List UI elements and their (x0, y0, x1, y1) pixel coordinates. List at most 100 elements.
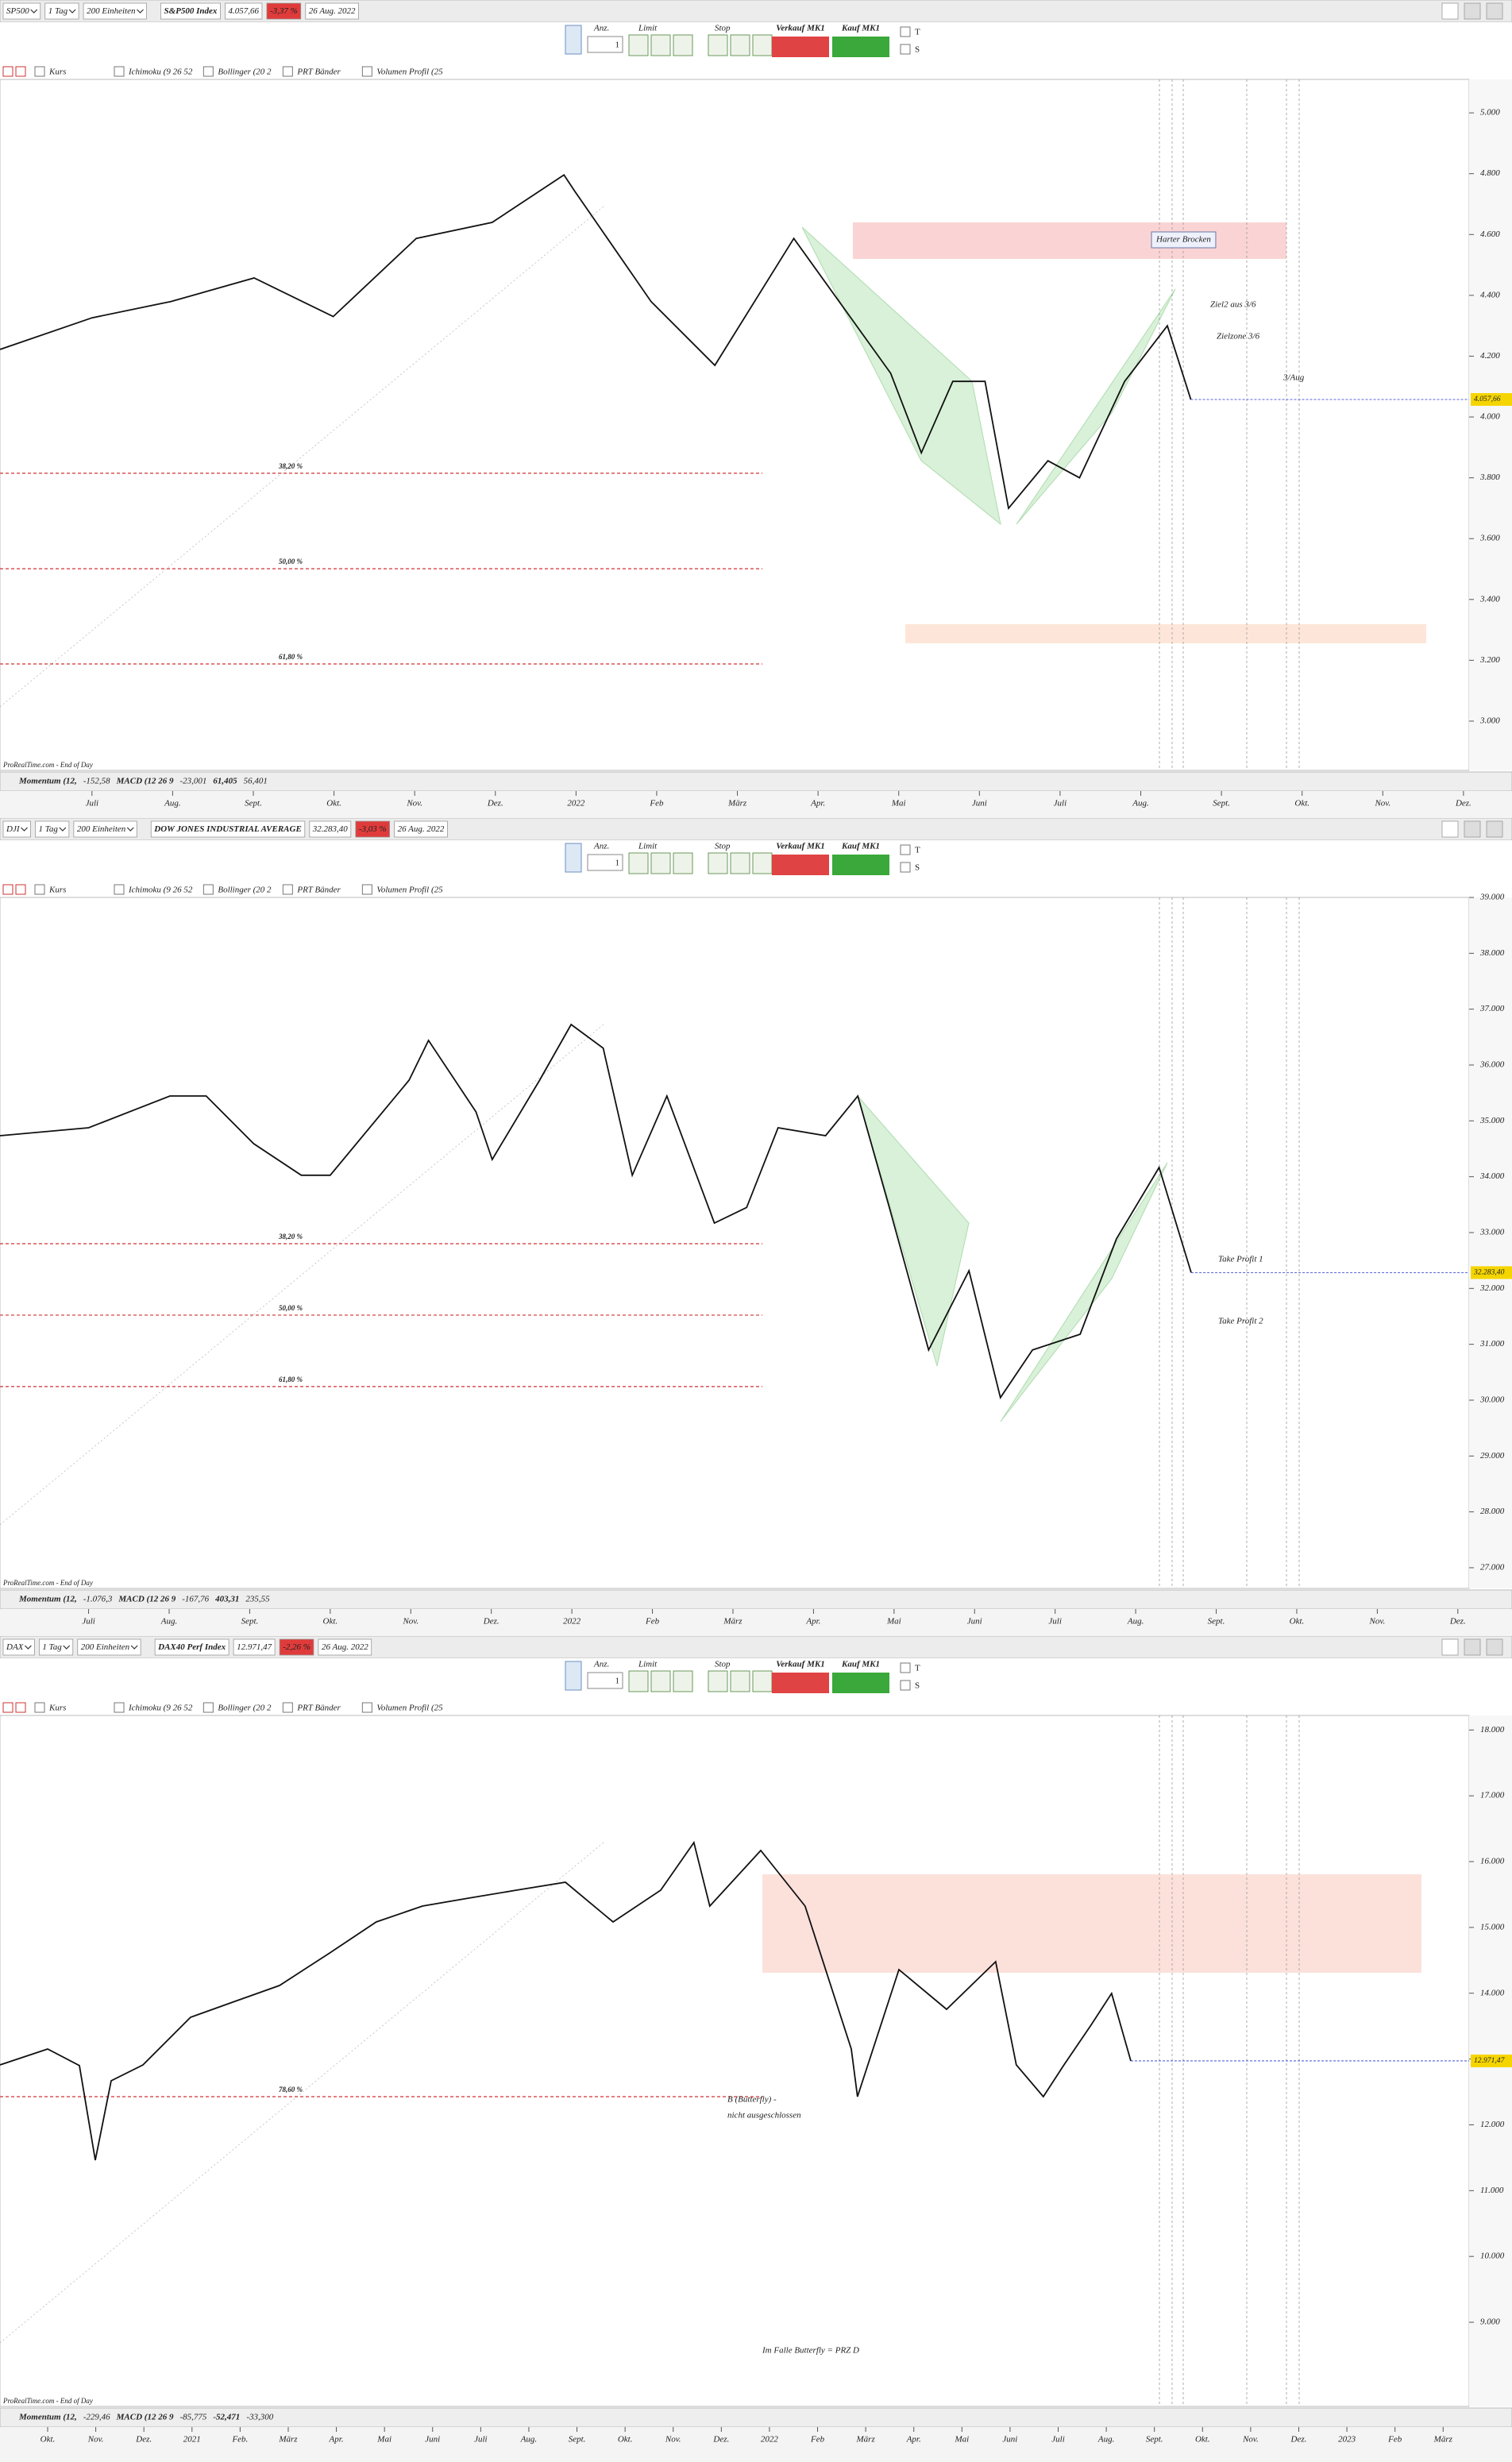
window-button[interactable] (1486, 820, 1503, 838)
footer-value: -23,001 (179, 777, 206, 786)
footer-source: ProRealTime.com - End of Day (2, 1579, 93, 1587)
indicator-checkbox[interactable] (282, 66, 293, 77)
y-tick-label: 32.000 (1479, 1283, 1505, 1293)
qty-input[interactable] (587, 36, 623, 53)
annotation: 3/Aug (1282, 373, 1305, 383)
annotation-box (1151, 231, 1217, 249)
window-button[interactable] (1464, 2, 1481, 20)
sell-button[interactable] (772, 1673, 829, 1693)
checkbox-t[interactable] (900, 1662, 911, 1673)
x-tick-label: 2022 (563, 1617, 581, 1627)
footer-value: -52,471 (213, 2413, 240, 2422)
indicator-checkbox[interactable] (282, 884, 293, 895)
indicator-checkbox[interactable] (114, 884, 125, 895)
order-button[interactable] (730, 34, 750, 56)
order-button[interactable] (650, 852, 671, 874)
order-button[interactable] (752, 34, 773, 56)
chart-area (0, 1715, 1470, 2407)
indicator-checkbox[interactable] (202, 66, 214, 77)
sell-button[interactable] (772, 37, 829, 57)
order-button[interactable] (650, 1670, 671, 1692)
annotation: nicht ausgeschlossen (727, 2111, 801, 2120)
footer-source: ProRealTime.com - End of Day (2, 2397, 93, 2405)
chart-button[interactable] (565, 1661, 582, 1691)
chart-button[interactable] (565, 25, 582, 55)
order-button[interactable] (730, 852, 750, 874)
footer-value: 61,405 (213, 777, 237, 786)
order-button[interactable] (708, 34, 728, 56)
period-group: 1 Tag (38, 1638, 74, 1656)
quote-date-group: 26 Aug. 2022 (394, 820, 448, 838)
chart-button[interactable] (565, 843, 582, 873)
tool-icon[interactable] (2, 1702, 14, 1713)
order-button[interactable] (628, 1670, 649, 1692)
price-change-box (279, 1638, 314, 1656)
x-tick-label: Dez. (712, 2435, 729, 2445)
window-button[interactable] (1441, 820, 1459, 838)
indicator-checkbox[interactable] (202, 884, 214, 895)
window-button[interactable] (1464, 820, 1481, 838)
indicator-checkbox[interactable] (34, 1702, 45, 1713)
order-button[interactable] (730, 1670, 750, 1692)
order-button[interactable] (650, 34, 671, 56)
checkbox-s[interactable] (900, 862, 911, 873)
annotation: Take Profit 2 (1218, 1317, 1263, 1326)
indicator-checkbox[interactable] (34, 66, 45, 77)
window-button[interactable] (1486, 2, 1503, 20)
order-button[interactable] (673, 34, 693, 56)
tool-icon[interactable] (15, 1702, 26, 1713)
checkbox-t[interactable] (900, 26, 911, 37)
indicator-checkbox[interactable] (114, 1702, 125, 1713)
order-button[interactable] (752, 1670, 773, 1692)
x-tick-label: Okt. (40, 2435, 56, 2445)
quote-date-box (305, 2, 359, 20)
indicator-checkbox[interactable] (282, 1702, 293, 1713)
indicator-checkbox[interactable] (202, 1702, 214, 1713)
order-button[interactable] (673, 1670, 693, 1692)
indicator-checkbox[interactable] (34, 884, 45, 895)
order-button[interactable] (673, 852, 693, 874)
indicator-checkbox[interactable] (361, 1702, 372, 1713)
checkbox-t[interactable] (900, 844, 911, 855)
y-tick-label: 36.000 (1479, 1060, 1505, 1070)
x-tick-label: Okt. (1290, 1617, 1305, 1627)
sell-button[interactable] (772, 855, 829, 875)
order-button[interactable] (752, 852, 773, 874)
order-button[interactable] (628, 852, 649, 874)
qty-value: 1 (615, 859, 620, 868)
tool-icon[interactable] (2, 66, 14, 77)
dropdown-arrow (63, 1645, 71, 1650)
tool-icon[interactable] (15, 66, 26, 77)
window-button[interactable] (1464, 1638, 1481, 1656)
buy-button[interactable] (832, 37, 889, 57)
indicator-checkbox[interactable] (361, 884, 372, 895)
tool-icon[interactable] (2, 884, 14, 895)
indicator-label: Volumen Profil (25 (376, 1704, 443, 1713)
buy-button[interactable] (832, 1673, 889, 1693)
window-button[interactable] (1441, 1638, 1459, 1656)
price-change-box (266, 2, 302, 20)
indicator-checkbox[interactable] (361, 66, 372, 77)
order-button[interactable] (708, 1670, 728, 1692)
qty-input[interactable] (587, 854, 623, 871)
footer-value: -33,300 (246, 2413, 273, 2422)
tool-icon[interactable] (15, 884, 26, 895)
symbol: DAX (6, 1642, 25, 1652)
indicator-checkbox[interactable] (114, 66, 125, 77)
x-tick-label: Apr. (906, 2435, 921, 2445)
period: 1 Tag (39, 824, 59, 834)
units-box (83, 2, 147, 20)
qty-input[interactable] (587, 1672, 623, 1689)
checkbox-s[interactable] (900, 1680, 911, 1691)
x-tick-label: 2022 (761, 2435, 779, 2445)
x-tick-label: Feb (645, 1617, 660, 1627)
checkbox-s[interactable] (900, 44, 911, 55)
x-tick-label: Okt. (1195, 2435, 1210, 2445)
order-button[interactable] (708, 852, 728, 874)
footer-value: -152,58 (83, 777, 110, 786)
y-tick-label: 3.200 (1479, 655, 1500, 665)
order-button[interactable] (628, 34, 649, 56)
window-button[interactable] (1486, 1638, 1503, 1656)
buy-button[interactable] (832, 855, 889, 875)
window-button[interactable] (1441, 2, 1459, 20)
